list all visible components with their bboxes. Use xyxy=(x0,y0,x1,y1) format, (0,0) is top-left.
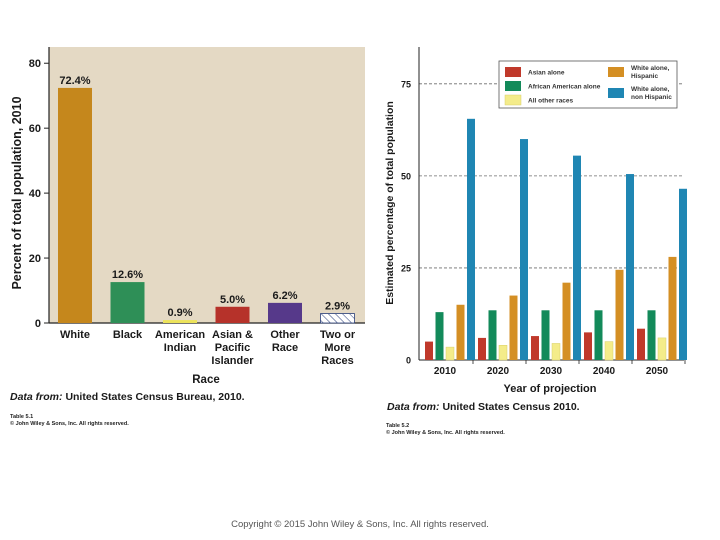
right-source-text: United States Census 2010. xyxy=(442,401,580,413)
right-bar xyxy=(498,345,508,361)
left-bar-data-label: 72.4% xyxy=(59,75,90,87)
left-table-id: Table 5.1 xyxy=(10,414,34,420)
left-source-text: United States Census Bureau, 2010. xyxy=(65,391,245,403)
left-y-tick-label: 40 xyxy=(29,188,41,200)
left-chart-x-axis-title: Race xyxy=(192,374,220,386)
left-category-label: Asian & Pacific Islander xyxy=(211,329,254,367)
right-category-label: 2020 xyxy=(487,366,510,377)
right-bar xyxy=(531,336,539,360)
right-legend-box xyxy=(498,60,678,109)
right-bar xyxy=(425,341,433,360)
projection-chart: 0 25 50 75 2010 2020 2030 2040 2050 Asian alone… xyxy=(384,47,687,395)
left-y-tick-label: 0 xyxy=(35,318,41,330)
legend-swatch xyxy=(504,94,522,106)
left-bar xyxy=(163,320,197,323)
right-bar xyxy=(668,256,677,360)
right-bar xyxy=(435,312,444,360)
right-y-tick-label: 25 xyxy=(401,263,411,273)
left-bar-data-label: 12.6% xyxy=(112,269,143,281)
left-bar xyxy=(320,313,355,324)
left-bar xyxy=(215,306,250,323)
left-y-tick-label: 60 xyxy=(29,123,41,135)
legend-entry-label: African American alone xyxy=(528,84,601,91)
left-table-caption: Table 5.1 © John Wiley & Sons, Inc. All … xyxy=(10,414,129,428)
right-chart-source-note: Data from: United States Census 2010. xyxy=(387,401,580,413)
right-category-label: 2050 xyxy=(646,366,669,377)
legend-entry-label: White alone, Hispanic xyxy=(631,65,669,80)
right-bar xyxy=(562,282,571,360)
legend-entry-label: All other races xyxy=(528,98,574,105)
right-bar xyxy=(551,343,561,361)
right-bar xyxy=(604,341,614,361)
left-bar xyxy=(268,302,302,323)
right-category-label: 2030 xyxy=(540,366,563,377)
legend-entry-label: Asian alone xyxy=(528,70,565,77)
left-bar xyxy=(110,282,145,323)
left-category-label: Other Race xyxy=(270,329,300,354)
right-bar xyxy=(584,332,592,360)
right-chart-x-axis-title: Year of projection xyxy=(504,383,597,395)
left-bar-data-label: 6.2% xyxy=(272,290,297,302)
left-bar-data-label: 5.0% xyxy=(220,294,245,306)
right-bar xyxy=(657,337,667,361)
right-bar xyxy=(541,310,550,360)
legend-swatch xyxy=(608,88,624,98)
left-category-label: American Indian xyxy=(155,329,205,354)
right-source-prefix: Data from: xyxy=(387,401,440,413)
left-bar-data-label: 2.9% xyxy=(325,301,350,313)
left-bar xyxy=(58,87,92,324)
right-category-label: 2010 xyxy=(434,366,457,377)
left-category-label: Two or More Races xyxy=(320,329,356,367)
left-source-prefix: Data from: xyxy=(10,391,63,403)
right-chart-y-axis-title: Estimated percentage of total population xyxy=(384,101,396,305)
right-table-caption: Table 5.2 © John Wiley & Sons, Inc. All … xyxy=(386,423,505,437)
right-bar xyxy=(679,188,687,360)
race-population-chart: 0 20 40 60 80 72.4% 12.6% 0.9% 5.0% 6.2% 2.9% Whi… xyxy=(10,47,365,386)
right-table-id: Table 5.2 xyxy=(386,423,410,429)
left-y-tick-label: 20 xyxy=(29,253,41,265)
left-chart-source-note: Data from: United States Census Bureau, … xyxy=(10,391,245,403)
right-bar xyxy=(509,295,518,360)
right-bar xyxy=(594,310,603,360)
right-bar xyxy=(456,304,465,360)
legend-swatch xyxy=(608,67,624,77)
right-bar xyxy=(488,310,497,360)
left-table-rights: © John Wiley & Sons, Inc. All rights res… xyxy=(10,421,129,427)
right-table-rights: © John Wiley & Sons, Inc. All rights res… xyxy=(386,430,505,436)
right-y-tick-label: 50 xyxy=(401,171,411,181)
legend-entry-label: White alone, non Hispanic xyxy=(631,86,672,101)
right-bar xyxy=(637,328,645,360)
right-bar xyxy=(467,118,475,361)
right-bar xyxy=(626,174,634,360)
legend-swatch xyxy=(505,81,521,91)
right-y-tick-label: 0 xyxy=(406,356,411,366)
left-y-tick-label: 80 xyxy=(29,58,41,70)
left-chart-y-axis-title: Percent of total population, 2010 xyxy=(10,96,24,289)
right-bar xyxy=(573,155,581,360)
right-y-tick-label: 75 xyxy=(401,79,411,89)
copyright-footer: Copyright © 2015 John Wiley & Sons, Inc.… xyxy=(231,519,489,530)
right-bar xyxy=(647,310,656,360)
right-bar xyxy=(520,139,528,360)
right-bar xyxy=(478,337,486,360)
right-bar xyxy=(615,269,624,360)
legend-swatch xyxy=(505,67,521,77)
left-bar-data-label: 0.9% xyxy=(167,307,192,319)
right-category-label: 2040 xyxy=(593,366,616,377)
right-bar xyxy=(445,346,455,361)
left-category-label: White xyxy=(60,329,90,341)
left-chart-panel xyxy=(49,47,365,323)
left-category-label: Black xyxy=(113,329,143,341)
